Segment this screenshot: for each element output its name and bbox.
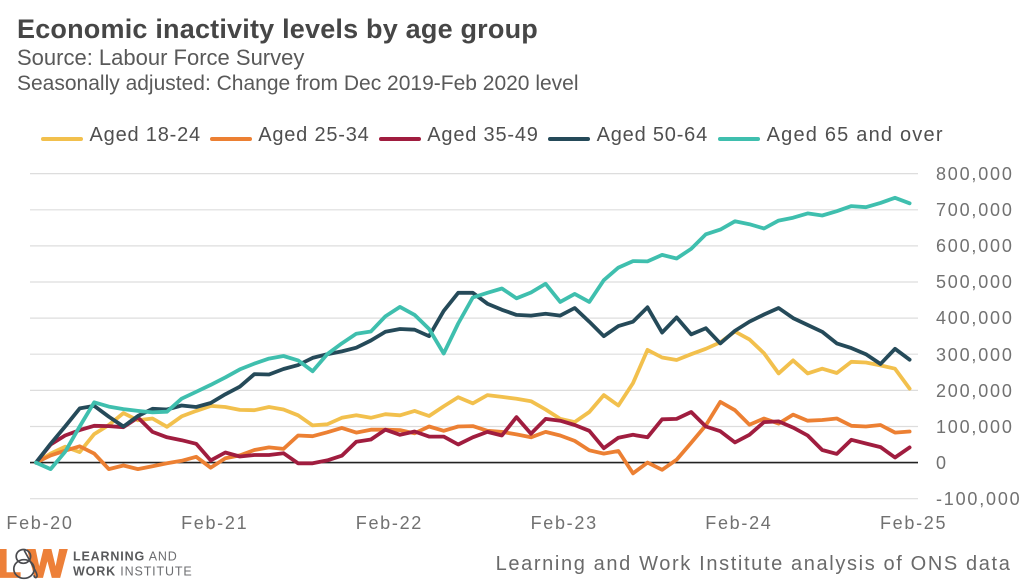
svg-text:WORK INSTITUTE: WORK INSTITUTE (73, 565, 193, 579)
svg-text:LEARNING AND: LEARNING AND (73, 550, 178, 564)
